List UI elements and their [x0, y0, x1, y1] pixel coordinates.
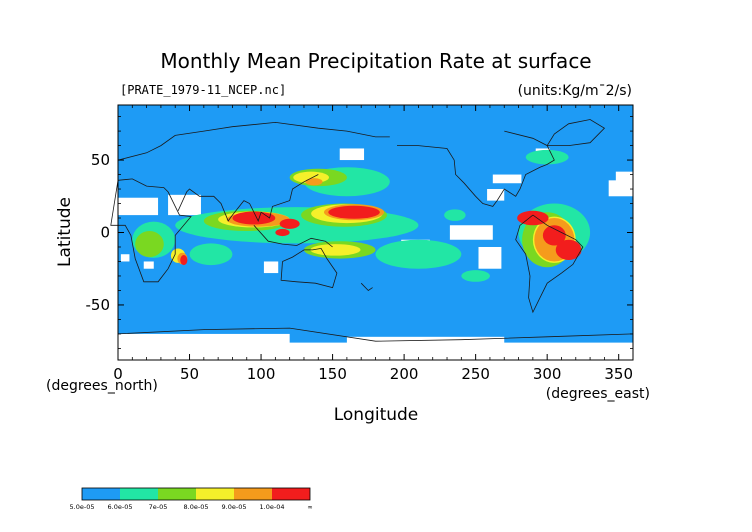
- colorbar-swatch: [196, 488, 234, 500]
- colorbar-swatch: [82, 488, 120, 500]
- field-cell: [135, 231, 164, 258]
- field-cell: [118, 342, 633, 360]
- field-cell: [375, 239, 462, 269]
- x-tick-label: 350: [604, 365, 633, 383]
- field-cell: [118, 333, 290, 346]
- field-cell: [478, 246, 502, 269]
- field-cell: [444, 209, 466, 221]
- coastline: [110, 178, 192, 283]
- field-cell: [310, 244, 361, 256]
- colorbar-label: 7e-05: [149, 503, 168, 511]
- coastline: [117, 327, 634, 342]
- field-cell: [492, 174, 522, 184]
- colorbar-swatch: [234, 488, 272, 500]
- x-tick-label: 150: [318, 365, 347, 383]
- colorbar-frame: [81, 487, 311, 501]
- x-tick-label: 250: [461, 365, 490, 383]
- field-cell: [120, 254, 130, 262]
- coastline: [546, 119, 606, 146]
- field-cell: [608, 180, 633, 197]
- coastline: [515, 214, 584, 314]
- chart-title: Monthly Mean Precipitation Rate at surfa…: [160, 49, 591, 73]
- field-cell: [555, 239, 582, 261]
- y-tick-label: 0: [100, 224, 110, 242]
- x-tick-label: 200: [390, 365, 419, 383]
- field-cell: [525, 149, 569, 165]
- field-cell: [346, 336, 505, 346]
- field-cell: [180, 254, 188, 266]
- x-axis: 0 50 100 150 200 250 300 350: [113, 105, 633, 383]
- colorbar-swatch: [120, 488, 158, 500]
- units-label: (units:Kg/m¯2/s): [518, 83, 632, 99]
- field-cell: [339, 148, 365, 161]
- field-cell: [542, 225, 566, 246]
- coastline: [177, 174, 319, 222]
- coastline: [280, 247, 338, 289]
- plot-area: [110, 104, 634, 361]
- x-unit-label: (degrees_east): [546, 386, 650, 402]
- colorbar-label: 1.0e-04: [260, 503, 285, 511]
- y-tick-label: 50: [91, 151, 110, 169]
- field-cell: [615, 171, 633, 182]
- field-cell: [461, 270, 490, 282]
- y-unit-label: (degrees_north): [46, 378, 158, 394]
- colorbar-label: 6.0e-05: [108, 503, 133, 511]
- coastline: [397, 130, 555, 207]
- x-axis-label: Longitude: [334, 405, 419, 425]
- y-axis: -50 0 50: [86, 116, 633, 349]
- file-label: [PRATE_1979-11_NCEP.nc]: [120, 83, 286, 97]
- field-cell: [143, 261, 154, 269]
- coastline: [253, 225, 333, 248]
- field-cell: [189, 243, 233, 266]
- field-cell: [305, 178, 323, 186]
- colorbar-label: 9.0e-05: [222, 503, 247, 511]
- y-tick-label: -50: [86, 296, 111, 314]
- coastline: [360, 282, 373, 292]
- colorbar: 5.0e-05 6.0e-05 7e-05 8.0e-05 9.0e-05 1.0e-04…: [70, 487, 313, 511]
- y-axis-label: Latitude: [55, 197, 75, 267]
- field-cell: [263, 261, 279, 274]
- coastline: [117, 121, 390, 161]
- field-cell: [275, 228, 290, 237]
- field-cell: [168, 194, 201, 216]
- colorbar-label: ∞: [307, 503, 312, 511]
- coastlines: [110, 119, 634, 342]
- colorbar-swatch: [158, 488, 196, 500]
- precip-field: [118, 148, 633, 360]
- x-tick-label: 0: [113, 365, 123, 383]
- field-cell: [449, 225, 493, 240]
- x-tick-label: 100: [247, 365, 276, 383]
- field-cell: [279, 218, 300, 229]
- field-cell: [118, 197, 159, 216]
- field-cell: [328, 205, 380, 219]
- colorbar-label: 5.0e-05: [70, 503, 95, 511]
- field-cell: [487, 189, 505, 201]
- x-tick-label: 50: [180, 365, 199, 383]
- colorbar-label: 8.0e-05: [184, 503, 209, 511]
- colorbar-swatch: [272, 488, 310, 500]
- x-tick-label: 300: [533, 365, 562, 383]
